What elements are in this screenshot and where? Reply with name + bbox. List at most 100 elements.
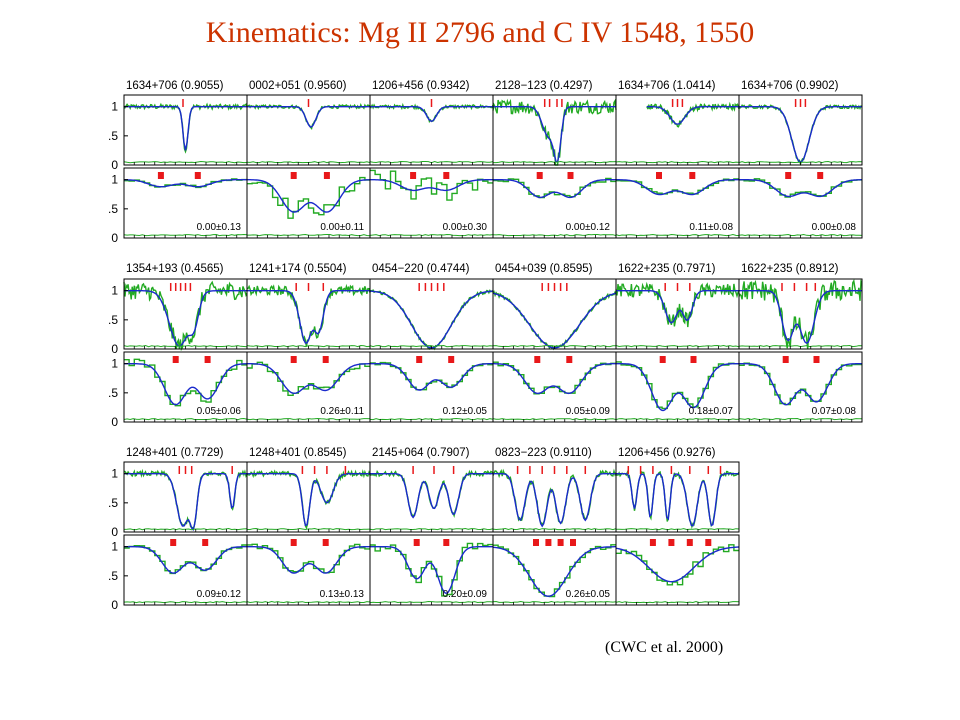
model-fit-b2-p2-mg <box>370 473 493 519</box>
data-spectrum-b0-p4-civ <box>616 178 739 195</box>
model-fit-b1-p4-civ <box>616 363 739 412</box>
panel-label-b1-p3: 0454+039 (0.8595) <box>495 263 593 275</box>
model-fit-b0-p5-civ <box>739 179 862 198</box>
component-tick-b0-p3-civ-0 <box>536 172 543 179</box>
component-tick-b0-p1-civ-1 <box>323 172 330 179</box>
component-tick-b0-p1-civ-0 <box>290 172 297 179</box>
component-tick-b2-p2-civ-0 <box>413 539 420 546</box>
model-fit-b2-p4-civ <box>615 546 740 583</box>
block-0: 1634+706 (0.9055) 0.00±0.13 0002+051 (0.95… <box>108 80 863 245</box>
model-fit-b2-p3-mg <box>493 473 616 528</box>
model-fit-b2-p0-civ <box>124 546 247 574</box>
y-tick-label-b0-r0-1: .5 <box>108 129 118 143</box>
w-ratio-b2-p1: 0.13±0.13 <box>320 589 365 600</box>
data-spectrum-b1-p4-mg <box>615 281 740 328</box>
w-ratio-b0-p4: 0.11±0.08 <box>689 222 733 233</box>
panel-label-b0-p4: 1634+706 (1.0414) <box>618 80 716 92</box>
panel-label-b1-p1: 1241+174 (0.5504) <box>249 263 347 275</box>
model-fit-b1-p3-civ <box>493 363 616 395</box>
panel-frame-b2-p4-civ <box>615 534 740 606</box>
model-fit-b0-p0-civ <box>123 179 247 188</box>
w-ratio-b1-p2: 0.12±0.05 <box>443 406 488 417</box>
w-ratio-b0-p0: 0.00±0.13 <box>197 222 242 233</box>
panel-label-b1-p2: 0454−220 (0.4744) <box>372 263 470 275</box>
model-fit-b1-p0-civ <box>124 363 248 406</box>
data-spectrum-b0-p5-mg <box>738 103 863 166</box>
w-ratio-b0-p1: 0.00±0.11 <box>320 222 364 233</box>
w-ratio-b0-p3: 0.00±0.12 <box>566 222 611 233</box>
data-spectrum-b1-p4-civ <box>616 361 739 410</box>
component-tick-b0-p5-civ-0 <box>785 172 792 179</box>
y-tick-label-b1-r0-0: 1 <box>111 284 118 298</box>
component-tick-b1-p2-civ-1 <box>448 356 455 363</box>
panel-label-b1-p0: 1354+193 (0.4565) <box>126 263 224 275</box>
w-ratio-b0-p5: 0.00±0.08 <box>812 222 857 233</box>
data-spectrum-b1-p2-mg <box>369 289 494 351</box>
model-fit-b2-p0-mg <box>124 473 247 531</box>
panel-label-b0-p3: 2128−123 (0.4297) <box>495 80 593 92</box>
component-tick-b2-p4-civ-3 <box>705 539 712 546</box>
data-spectrum-b0-p3-civ <box>493 177 616 199</box>
y-tick-label-b0-r0-0: 1 <box>111 100 118 114</box>
model-fit-b0-p2-civ <box>370 179 493 192</box>
data-spectrum-b1-p1-civ <box>247 361 370 396</box>
model-fit-b1-p1-mg <box>247 290 370 344</box>
component-tick-b0-p3-civ-1 <box>567 172 574 179</box>
data-spectrum-b1-p0-civ <box>124 358 247 407</box>
data-spectrum-b1-p3-mg <box>492 289 617 351</box>
component-tick-b0-p0-civ-1 <box>194 172 201 179</box>
data-spectrum-b2-p4-civ <box>616 544 739 586</box>
y-tick-label-b1-r0-1: .5 <box>108 313 118 327</box>
block-2: 1248+401 (0.7729) 0.09±0.12 1248+401 (0.85… <box>108 447 740 612</box>
y-tick-label-b0-r0-2: 0 <box>111 158 118 172</box>
y-tick-label-b2-r1-2: 0 <box>111 598 118 612</box>
model-fit-b1-p2-mg <box>369 290 494 349</box>
data-spectrum-b0-p2-civ <box>370 169 493 201</box>
w-ratio-b1-p3: 0.05±0.09 <box>566 406 611 417</box>
data-spectrum-b2-p2-mg <box>369 469 494 519</box>
component-tick-b0-p4-civ-1 <box>689 172 696 179</box>
y-tick-label-b2-r1-0: 1 <box>111 540 118 554</box>
model-fit-b0-p1-mg <box>247 106 370 128</box>
component-tick-b0-p2-civ-1 <box>443 172 450 179</box>
y-tick-label-b2-r0-1: .5 <box>108 496 118 510</box>
model-fit-b2-p1-mg <box>247 473 370 527</box>
data-spectrum-b0-p1-civ <box>247 176 370 219</box>
y-tick-label-b1-r1-1: .5 <box>108 386 118 400</box>
y-tick-label-b1-r0-2: 0 <box>111 342 118 356</box>
w-ratio-b2-p0: 0.09±0.12 <box>197 589 242 600</box>
component-tick-b1-p3-civ-0 <box>534 356 541 363</box>
panel-label-b2-p4: 1206+456 (0.9276) <box>618 447 716 459</box>
w-ratio-b1-p4: 0.18±0.07 <box>689 406 734 417</box>
component-tick-b2-p1-civ-0 <box>290 539 297 546</box>
w-ratio-b1-p0: 0.05±0.06 <box>197 406 242 417</box>
component-tick-b2-p3-civ-2 <box>557 539 564 546</box>
data-spectrum-b1-p5-civ <box>739 362 862 406</box>
model-fit-b1-p2-civ <box>370 363 493 391</box>
model-fit-b0-p1-civ <box>247 179 371 213</box>
error-spectrum-b1-p1-mg <box>246 344 371 348</box>
component-tick-b1-p1-civ-1 <box>322 356 329 363</box>
y-tick-label-b0-r1-2: 0 <box>111 231 118 245</box>
model-fit-b2-p1-civ <box>247 546 370 574</box>
component-tick-b2-p0-civ-0 <box>170 539 177 546</box>
model-fit-b0-p3-civ <box>493 179 616 199</box>
component-tick-b0-p5-civ-1 <box>817 172 824 179</box>
panel-label-b0-p2: 1206+456 (0.9342) <box>372 80 470 92</box>
component-tick-b1-p3-civ-1 <box>566 356 573 363</box>
component-tick-b2-p4-civ-0 <box>649 539 656 546</box>
y-tick-label-b2-r1-1: .5 <box>108 569 118 583</box>
panel-label-b0-p0: 1634+706 (0.9055) <box>126 80 224 92</box>
data-spectrum-b2-p4-mg <box>615 470 740 530</box>
w-ratio-b1-p5: 0.07±0.08 <box>812 406 857 417</box>
panel-label-b0-p5: 1634+706 (0.9902) <box>741 80 839 92</box>
panel-label-b1-p4: 1622+235 (0.7971) <box>618 263 716 275</box>
model-fit-b0-p5-mg <box>739 106 862 163</box>
model-fit-b0-p2-mg <box>370 106 493 123</box>
component-tick-b1-p2-civ-0 <box>416 356 423 363</box>
component-tick-b0-p0-civ-0 <box>157 172 164 179</box>
w-ratio-b1-p1: 0.26±0.11 <box>320 406 364 417</box>
y-tick-label-b1-r1-2: 0 <box>111 415 118 429</box>
component-tick-b2-p3-civ-0 <box>533 539 539 546</box>
